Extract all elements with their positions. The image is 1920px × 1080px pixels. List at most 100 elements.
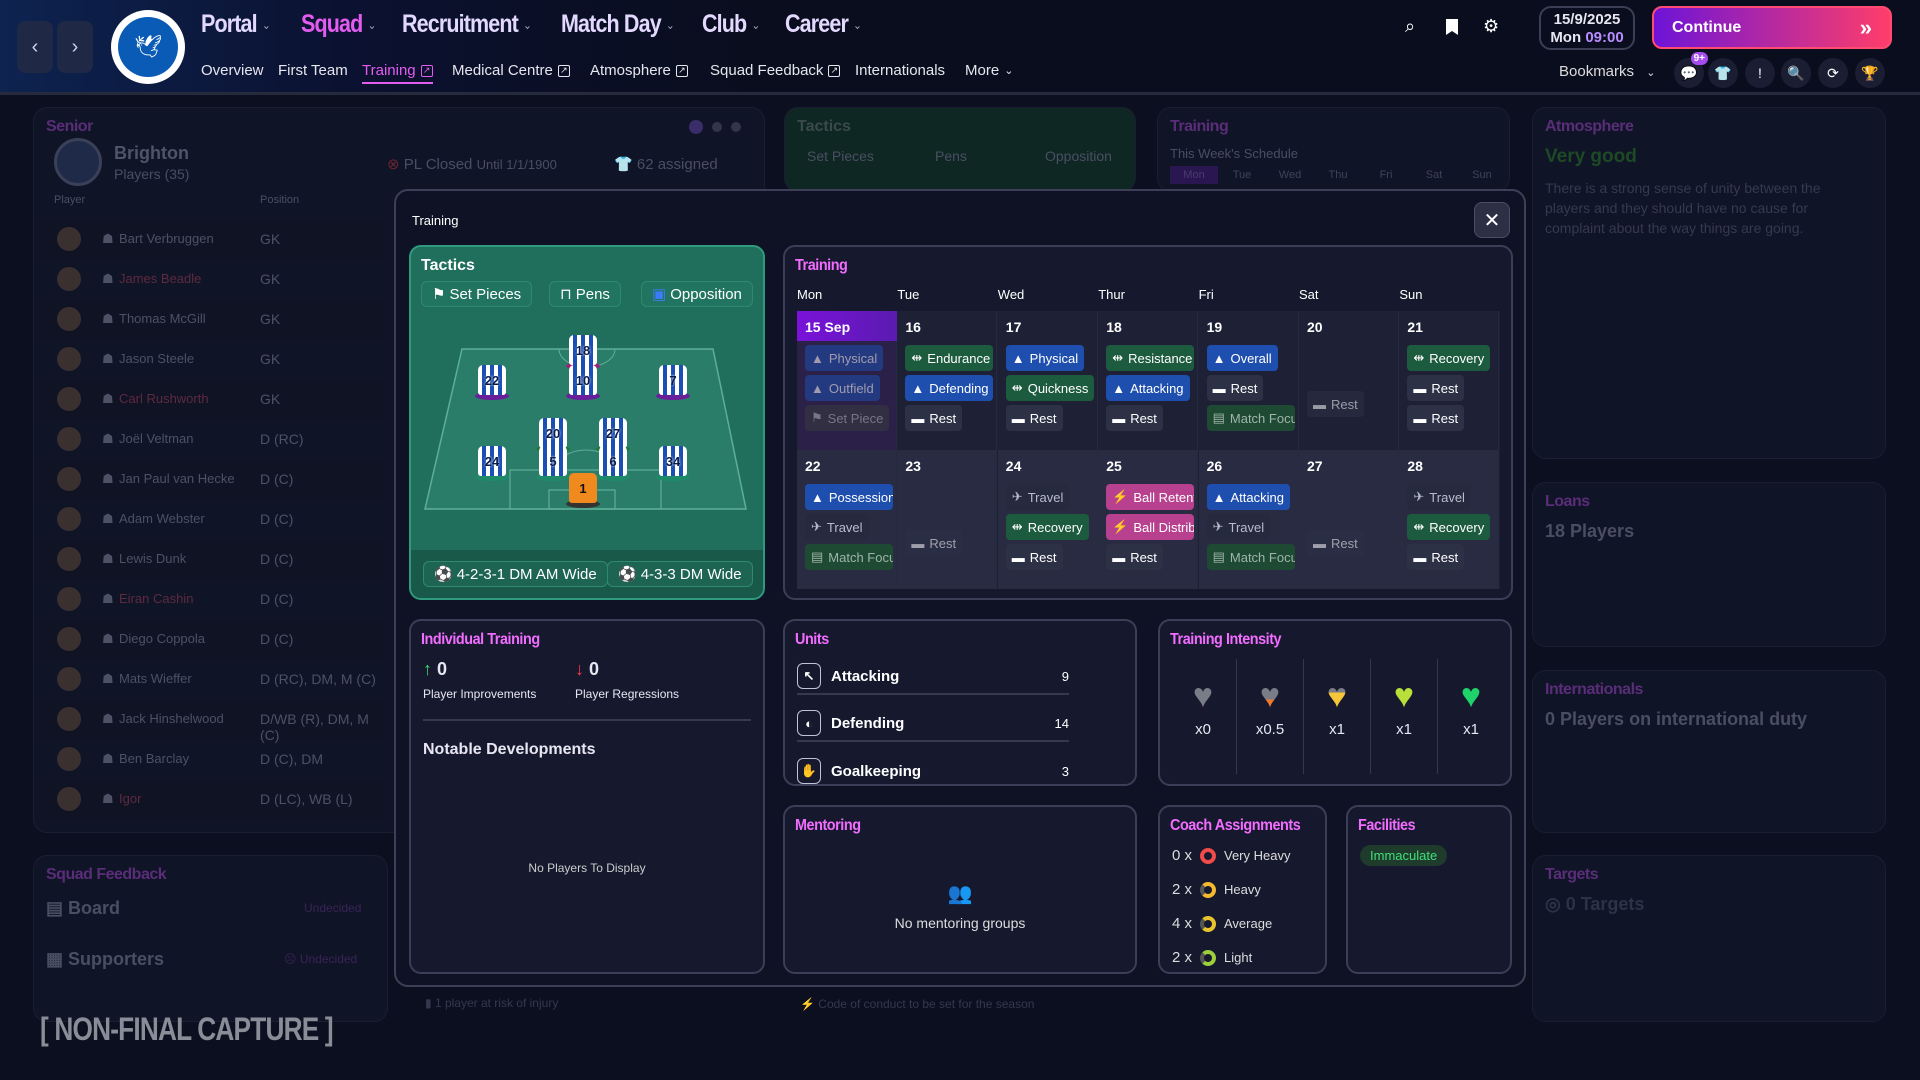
menu-recruitment[interactable]: Recruitment ⌄ — [402, 10, 532, 39]
training-session[interactable]: ▬ Rest — [1005, 405, 1063, 431]
calendar-day[interactable]: 26 ▲Attacking ✈ Travel▤ Match Focus — [1198, 450, 1299, 589]
player-row[interactable]: ☗ Diego Coppola D (C) — [40, 620, 385, 658]
calendar-day[interactable]: 24 ✈ Travel ⇹ Recovery ▬ Rest — [997, 450, 1098, 589]
player-name[interactable]: Diego Coppola — [119, 631, 206, 646]
player-row[interactable]: ☗ Adam Webster D (C) — [40, 500, 385, 538]
training-session[interactable]: ✈ Travel — [1005, 484, 1070, 510]
calendar-day[interactable]: 25 ⚡ Ball Retention ⚡ Ball Distribution ▬Rest — [1098, 450, 1199, 589]
training-session[interactable]: ▲ Possession — [805, 484, 893, 510]
calendar-day[interactable]: 19▲Overall▬Rest▤Match Focus — [1199, 311, 1299, 450]
page-dot[interactable] — [712, 122, 722, 132]
unit-row-defending[interactable]: ◐ Defending 14 — [797, 706, 1069, 742]
training-session[interactable]: ▲ Attacking — [1206, 484, 1290, 510]
player-name[interactable]: Ben Barclay — [119, 751, 190, 766]
calendar-day[interactable]: 23 ▬ Rest — [897, 450, 998, 589]
training-session[interactable]: ▲ Attacking — [1106, 375, 1190, 401]
player-shirt[interactable]: 1 — [566, 473, 600, 508]
scout-icon[interactable]: 🔍 — [1781, 58, 1811, 88]
subnav-first-team[interactable]: First Team — [278, 62, 348, 79]
training-session[interactable]: ▬ Rest — [905, 405, 963, 431]
subnav-training[interactable]: Training ↗ — [362, 62, 433, 84]
player-name[interactable]: Jan Paul van Hecke — [119, 471, 235, 486]
training-session[interactable]: ▲ Physical — [1005, 345, 1085, 371]
formation-secondary-button[interactable]: ⚽ 4-3-3 DM Wide — [607, 561, 753, 587]
player-name[interactable]: Mats Wieffer — [119, 671, 192, 686]
menu-club[interactable]: Club ⌄ — [702, 10, 760, 39]
player-name[interactable]: Jason Steele — [119, 351, 195, 366]
calendar-day[interactable]: 27 ▬ Rest — [1299, 450, 1399, 589]
pens-button[interactable]: ⊓ Pens — [549, 281, 621, 307]
player-name[interactable]: Jack Hinshelwood — [119, 711, 224, 726]
training-session[interactable]: ⇹ Quickness — [1005, 375, 1094, 401]
player-name[interactable]: Adam Webster — [119, 511, 205, 526]
player-shirt[interactable]: 6 — [596, 446, 630, 481]
training-session[interactable]: ✈ Travel — [1206, 514, 1271, 540]
player-shirt[interactable]: 24 — [475, 446, 509, 481]
calendar-day[interactable]: 15 Sep ▲ Physical ▲ Outfield ⚑ Set Piece — [797, 311, 897, 450]
calendar-day[interactable]: 21 ⇹ Recovery ▬ Rest ▬ Rest — [1399, 311, 1500, 450]
player-row[interactable]: ☗ Bart Verbruggen GK — [40, 220, 385, 258]
intensity-level[interactable]: ♥ x0 — [1170, 659, 1237, 774]
training-session[interactable]: ⇹ Recovery — [1005, 514, 1089, 540]
continue-button[interactable]: Continue» — [1652, 6, 1892, 49]
training-session[interactable]: ▲ Defending — [905, 375, 994, 401]
training-session[interactable]: ⇹ Recovery — [1407, 345, 1491, 371]
training-session[interactable]: ▲ Physical — [805, 345, 884, 371]
player-row[interactable]: ☗ Igor D (LC), WB (L) — [40, 780, 385, 818]
player-name[interactable]: Lewis Dunk — [119, 551, 187, 566]
trophy-icon[interactable]: 🏆 — [1855, 58, 1885, 88]
alert-icon[interactable]: ! — [1745, 58, 1775, 88]
player-row[interactable]: ☗ Ben Barclay D (C), DM — [40, 740, 385, 778]
bookmarks-dropdown[interactable]: Bookmarks ⌄ — [1559, 63, 1656, 80]
training-session[interactable]: ✈ Travel — [1407, 484, 1471, 510]
player-row[interactable]: ☗ Mats Wieffer D (RC), DM, M (C) — [40, 660, 385, 698]
messages-icon[interactable]: 💬 9+ — [1674, 52, 1708, 88]
training-session[interactable]: ▬ Rest — [1106, 405, 1163, 431]
player-shirt[interactable]: 20 — [536, 418, 570, 453]
menu-portal[interactable]: Portal ⌄ — [201, 10, 271, 39]
menu-squad[interactable]: Squad ⌄ — [301, 10, 376, 39]
player-name[interactable]: Joël Veltman — [119, 431, 194, 446]
calendar-day[interactable]: 17 ▲ Physical ⇹ Quickness ▬ Rest — [998, 311, 1098, 450]
training-session[interactable]: ⇹ Recovery — [1407, 514, 1491, 540]
player-name[interactable]: Eiran Cashin — [119, 591, 194, 606]
kit-icon[interactable]: 👕 — [1708, 58, 1738, 88]
page-dot[interactable] — [689, 120, 703, 134]
player-shirt[interactable]: 18 — [566, 335, 600, 370]
training-session[interactable]: ⚑ Set Piece — [805, 405, 890, 431]
close-button[interactable]: ✕ — [1474, 202, 1510, 238]
player-name[interactable]: Bart Verbruggen — [119, 231, 214, 246]
training-session[interactable]: ⚡ Ball Retention — [1106, 484, 1195, 510]
search-icon[interactable]: ⌕ — [1405, 16, 1416, 36]
menu-match-day[interactable]: Match Day ⌄ — [561, 10, 675, 39]
forward-button[interactable]: › — [57, 21, 93, 73]
club-logo[interactable]: 🕊 — [111, 10, 185, 84]
player-row[interactable]: ☗ Carl Rushworth GK — [40, 380, 385, 418]
gear-icon[interactable]: ⚙ — [1483, 16, 1500, 36]
intensity-level[interactable]: ♥ x1 — [1371, 659, 1438, 774]
training-session[interactable]: ▬ Rest — [1307, 530, 1364, 556]
player-name[interactable]: Carl Rushworth — [119, 391, 209, 406]
intensity-level[interactable]: ♥ x0.5 — [1237, 659, 1304, 774]
tactics-card[interactable]: Tactics ⚑ Set Pieces ⊓ Pens ▣ Opposition ⚽ 4… — [409, 245, 765, 600]
training-session[interactable]: ▬ Rest — [1307, 391, 1364, 417]
subnav-overview[interactable]: Overview — [201, 62, 264, 79]
player-row[interactable]: ☗ Jan Paul van Hecke D (C) — [40, 460, 385, 498]
training-session[interactable]: ▤ Match Focus — [805, 544, 893, 570]
opposition-button[interactable]: ▣ Opposition — [641, 281, 753, 307]
training-session[interactable]: ▲ Overall — [1206, 345, 1278, 371]
training-session[interactable]: ▬ Rest — [1206, 375, 1264, 401]
player-shirt[interactable]: 34 — [656, 446, 690, 481]
calendar-day[interactable]: 20 ▬ Rest — [1299, 311, 1399, 450]
training-session[interactable]: ⇹ Resistance — [1106, 345, 1195, 371]
subnav-internationals[interactable]: Internationals — [855, 62, 945, 79]
player-row[interactable]: ☗ Thomas McGill GK — [40, 300, 385, 338]
menu-career[interactable]: Career ⌄ — [785, 10, 862, 39]
player-row[interactable]: ☗ Jason Steele GK — [40, 340, 385, 378]
calendar-day[interactable]: 18 ⇹ Resistance ▲ Attacking ▬ Rest — [1098, 311, 1199, 450]
player-name[interactable]: Thomas McGill — [119, 311, 206, 326]
formation-primary-button[interactable]: ⚽ 4-2-3-1 DM AM Wide — [423, 561, 608, 587]
player-shirt[interactable]: 22 — [475, 365, 509, 400]
subnav-more[interactable]: More ⌄ — [965, 62, 1013, 79]
intensity-level[interactable]: ♥ x1 — [1438, 659, 1504, 774]
